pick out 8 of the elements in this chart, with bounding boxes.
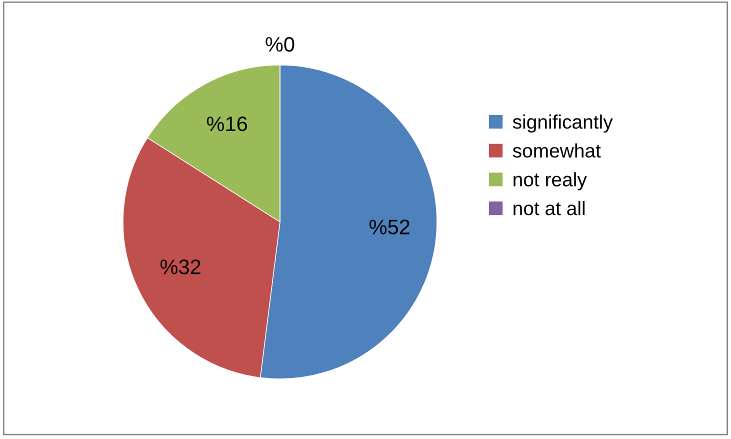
- legend-label: not at all: [514, 200, 585, 216]
- legend-label: significantly: [512, 114, 613, 133]
- data-label: %16: [206, 116, 247, 132]
- legend-label: somewhat: [512, 143, 601, 158]
- data-label: %52: [370, 220, 410, 234]
- legend-label: not realy: [514, 172, 587, 190]
- data-label: %32: [160, 260, 200, 274]
- text: %0: [266, 36, 294, 52]
